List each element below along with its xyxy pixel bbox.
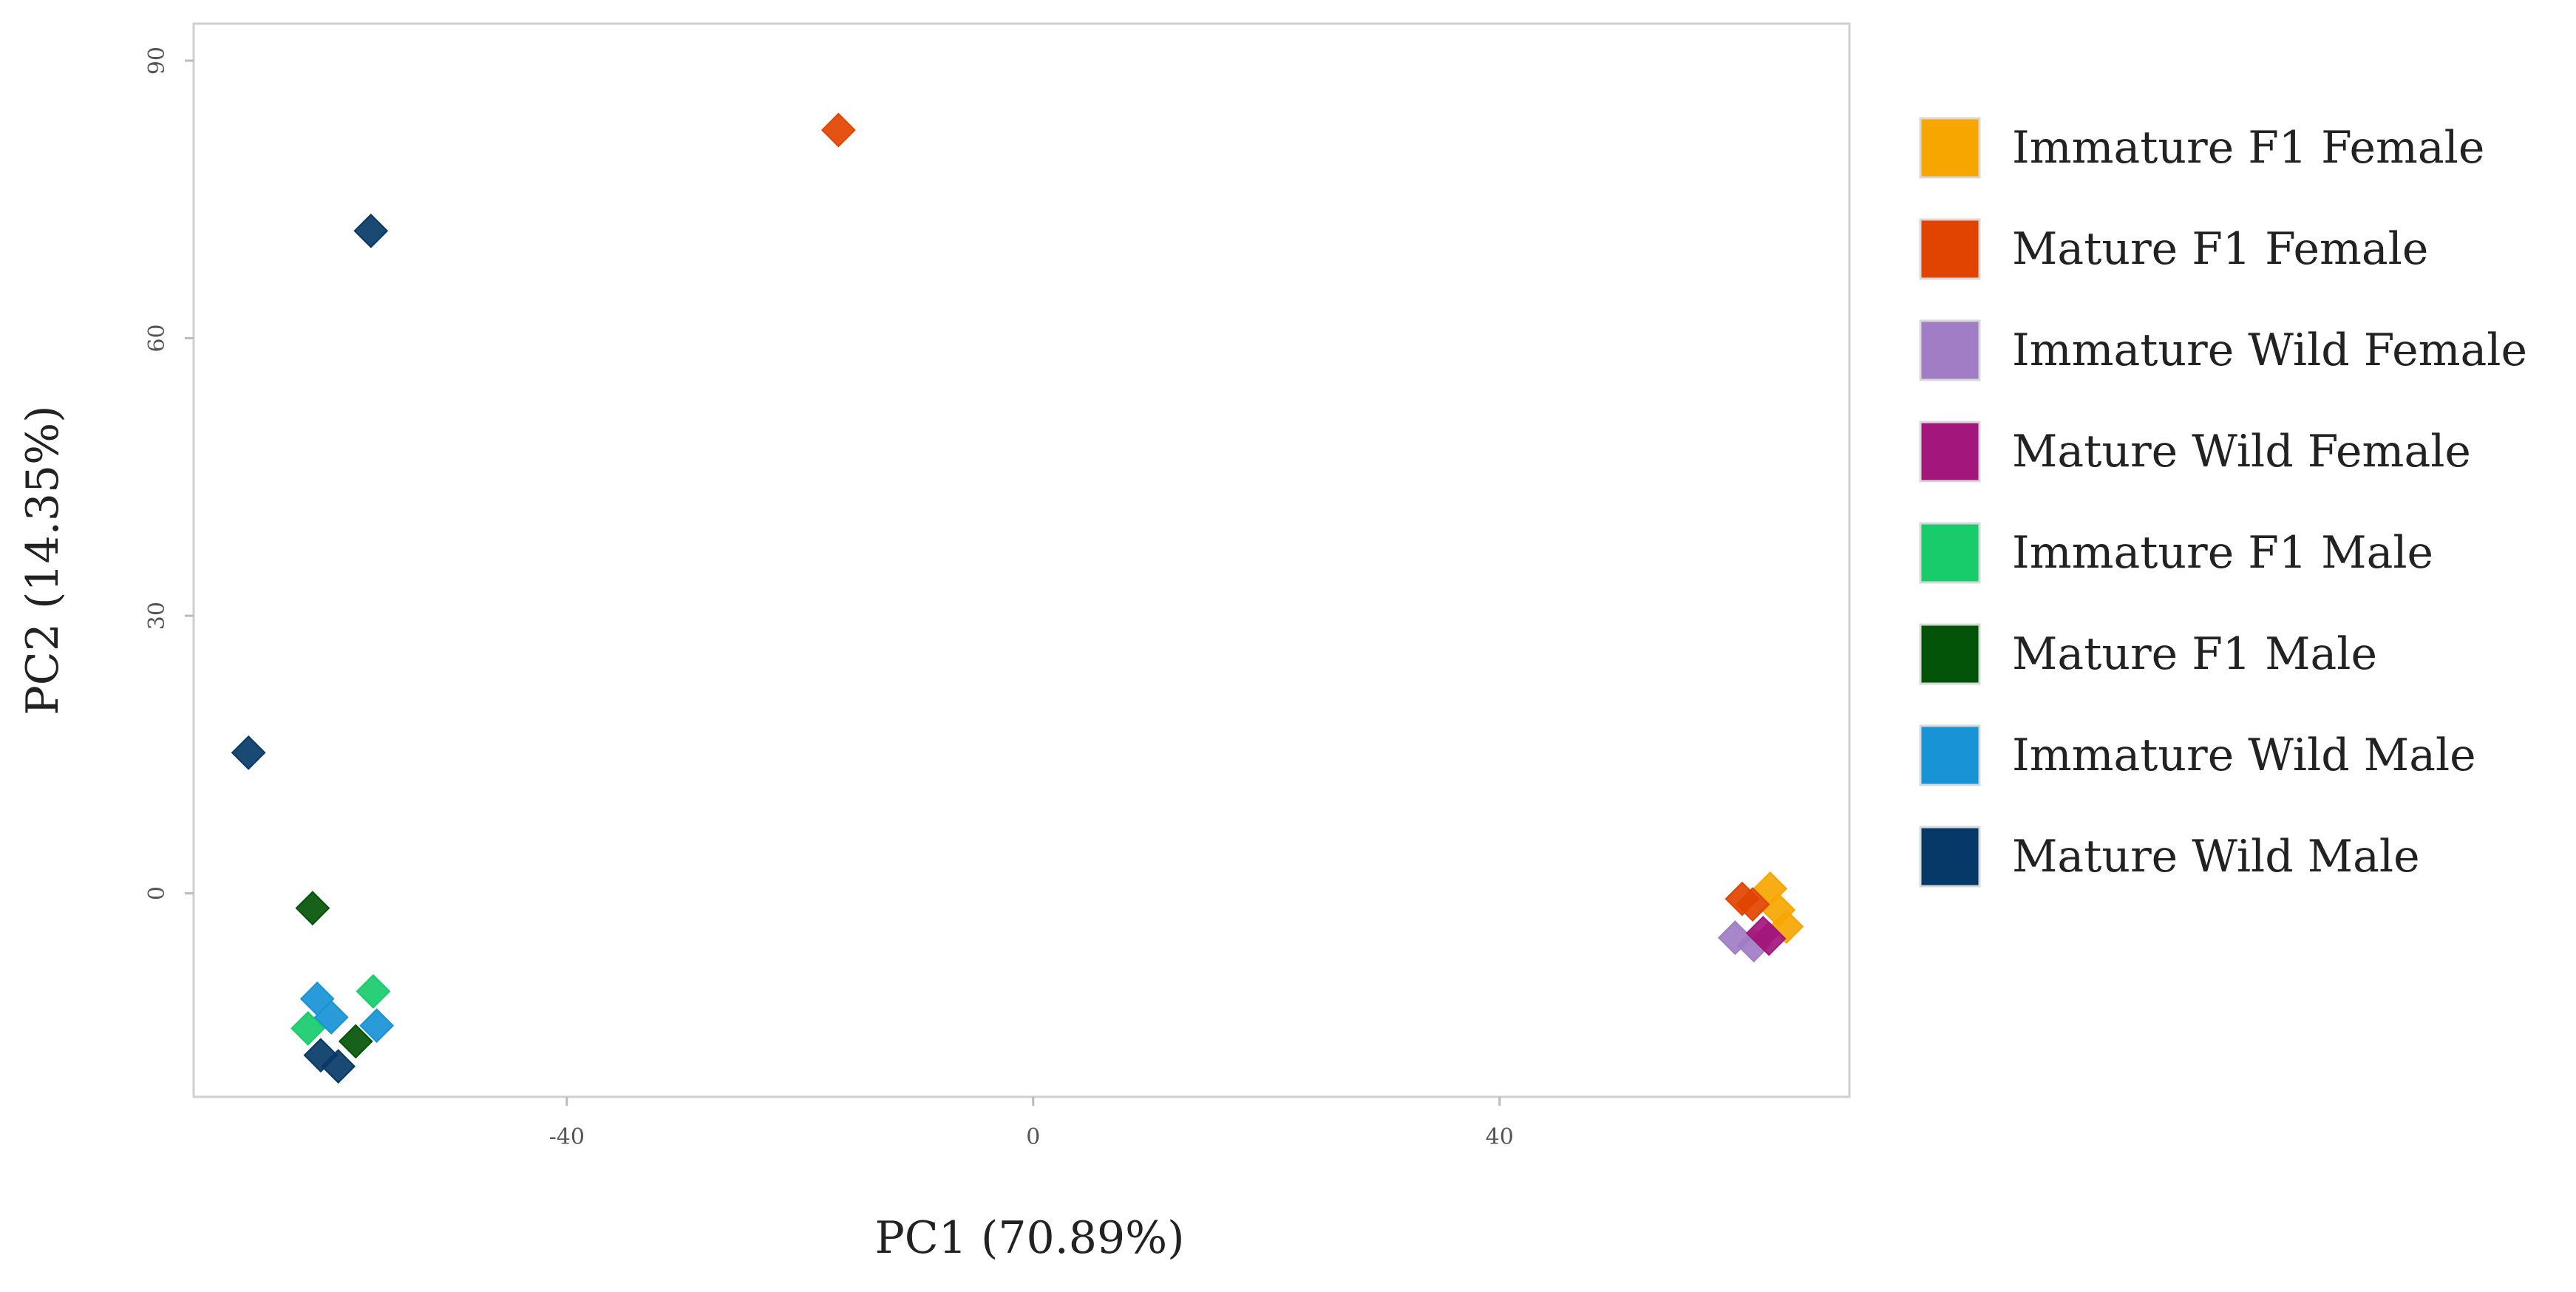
legend-label: Mature Wild Female — [2012, 426, 2471, 477]
data-point — [338, 1024, 373, 1059]
y-axis-ticks: 0 30 60 90 — [144, 47, 194, 900]
data-point — [1735, 887, 1770, 922]
data-point — [295, 891, 330, 926]
data-point — [820, 112, 856, 148]
y-tick-label: 90 — [144, 47, 170, 75]
legend-label: Immature F1 Male — [2012, 527, 2433, 579]
y-axis-title: PC2 (14.35%) — [17, 405, 69, 715]
x-tick-label: 0 — [1026, 1124, 1040, 1150]
legend-swatch — [1919, 826, 1981, 888]
x-axis-title: PC1 (70.89%) — [874, 1212, 1184, 1264]
legend-swatch — [1919, 218, 1981, 280]
x-axis-ticks: -40 0 40 — [549, 1097, 1514, 1150]
legend-swatch — [1919, 724, 1981, 786]
legend-label: Immature F1 Female — [2012, 122, 2484, 174]
data-point — [359, 1008, 395, 1044]
legend-swatch — [1919, 623, 1981, 685]
legend-label: Mature F1 Male — [2012, 628, 2377, 680]
data-point — [313, 999, 349, 1035]
legend-label: Mature Wild Male — [2012, 831, 2420, 883]
legend-swatch — [1919, 117, 1981, 179]
plot-panel — [192, 22, 1851, 1098]
data-point — [231, 735, 266, 770]
y-tick-label: 30 — [144, 602, 170, 630]
legend: Immature F1 Female Mature F1 Female Immatu… — [1919, 117, 2527, 888]
data-point — [353, 213, 389, 248]
legend-swatch — [1919, 319, 1981, 381]
y-tick-label: 0 — [144, 886, 170, 900]
legend-label: Immature Wild Female — [2012, 324, 2527, 376]
legend-swatch — [1919, 522, 1981, 584]
legend-label: Mature F1 Female — [2012, 223, 2428, 275]
legend-label: Immature Wild Male — [2012, 730, 2476, 781]
x-tick-label: -40 — [549, 1124, 585, 1150]
y-tick-label: 60 — [144, 324, 170, 352]
data-point — [290, 1010, 326, 1046]
data-point — [356, 973, 391, 1009]
data-point — [321, 1049, 356, 1084]
x-tick-label: 40 — [1486, 1124, 1514, 1150]
data-point — [1751, 921, 1787, 956]
legend-swatch — [1919, 421, 1981, 483]
data-points — [231, 112, 1804, 1084]
